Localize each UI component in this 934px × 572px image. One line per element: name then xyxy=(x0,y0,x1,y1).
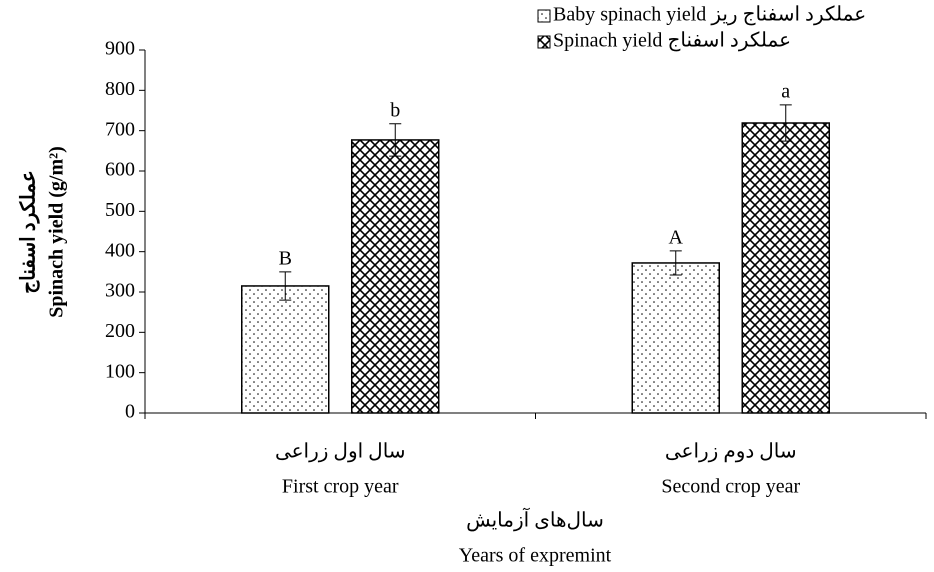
bar xyxy=(631,262,720,414)
significance-letter: b xyxy=(390,99,400,121)
x-tick-label-fa: سال اول زراعی xyxy=(275,441,406,463)
legend-label: Spinach yield عملکرد اسفناج xyxy=(553,30,791,52)
y-tick-label: 700 xyxy=(105,118,135,140)
x-tick-label-fa: سال دوم زراعی xyxy=(665,441,797,463)
error-bar xyxy=(279,271,292,301)
significance-letter: A xyxy=(669,226,684,248)
error-bar xyxy=(669,250,682,276)
legend-swatch xyxy=(537,35,551,49)
error-bar xyxy=(389,123,402,157)
y-label-fa: عملکرد اسفناج xyxy=(18,170,41,294)
y-tick-label: 200 xyxy=(105,320,135,342)
y-tick-label: 300 xyxy=(105,280,135,302)
y-label: Spinach yield (g/m²) xyxy=(46,146,68,318)
bar xyxy=(351,139,440,414)
bar xyxy=(741,122,830,414)
y-tick-label: 600 xyxy=(105,159,135,181)
x-tick-label: Second crop year xyxy=(661,476,800,498)
significance-letter: B xyxy=(279,247,292,269)
y-tick-label: 100 xyxy=(105,360,135,382)
x-label-fa: سال‌های آزمایش xyxy=(466,508,604,532)
x-label: Years of expremint xyxy=(459,545,612,567)
x-tick-label: First crop year xyxy=(282,476,399,498)
y-tick-label: 500 xyxy=(105,199,135,221)
y-tick-label: 800 xyxy=(105,78,135,100)
bar xyxy=(241,285,330,414)
legend-swatch xyxy=(537,9,551,23)
y-tick-label: 400 xyxy=(105,239,135,261)
y-tick-label: 0 xyxy=(125,401,135,423)
significance-letter: a xyxy=(781,80,790,102)
error-bar xyxy=(779,104,792,142)
legend-label: Baby spinach yield عملکرد اسفناج ریز xyxy=(553,4,866,26)
y-tick-label: 900 xyxy=(105,38,135,60)
